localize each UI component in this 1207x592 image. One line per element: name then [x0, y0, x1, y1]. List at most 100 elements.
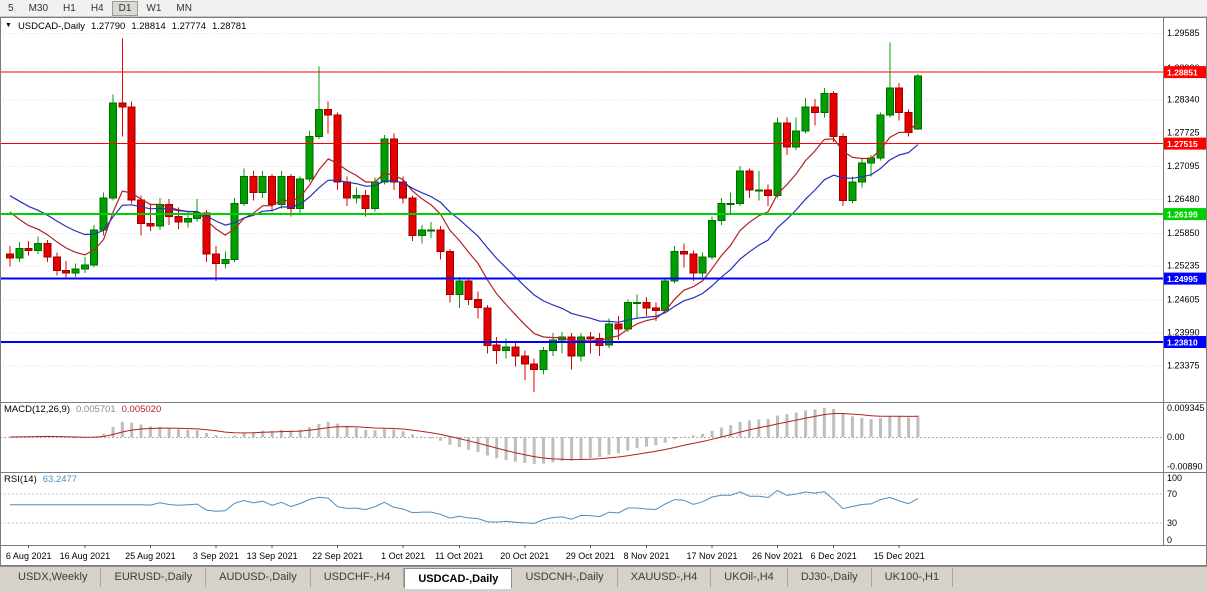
bear-candle [343, 181, 351, 199]
date-label: 17 Nov 2021 [686, 551, 737, 561]
macd-histogram-bar [289, 430, 293, 437]
bull-candle [296, 178, 305, 210]
timeframe-button-m5[interactable]: 5 [8, 2, 14, 14]
macd-histogram-bar [223, 437, 227, 438]
price-axis-label: 1.23375 [1167, 360, 1200, 370]
tab-usdx-weekly[interactable]: USDX,Weekly [5, 568, 102, 587]
macd-histogram-bar [916, 415, 920, 437]
tab-usdcnh-daily[interactable]: USDCNH-,Daily [512, 568, 618, 587]
bull-candle [109, 102, 117, 199]
macd-histogram-bar [570, 437, 574, 461]
macd-histogram-bar [420, 436, 424, 438]
macd-histogram-bar [850, 416, 854, 437]
chart-canvas[interactable]: 1.295851.289301.283401.277251.270951.264… [0, 17, 1207, 566]
bull-candle [736, 170, 745, 204]
date-label: 25 Aug 2021 [125, 551, 176, 561]
bear-candle [202, 212, 211, 255]
macd-histogram-bar [785, 414, 789, 437]
macd-histogram-bar [822, 407, 826, 437]
bull-candle [80, 264, 89, 270]
bear-candle [137, 199, 145, 225]
macd-histogram-bar [645, 437, 648, 447]
bear-candle [165, 203, 174, 218]
timeframe-button-h1[interactable]: H1 [63, 2, 76, 14]
price-level-badge [1164, 66, 1206, 79]
bull-candle [792, 130, 801, 148]
macd-histogram-bar [485, 437, 489, 456]
timeframe-button-h4[interactable]: H4 [90, 2, 104, 14]
timeframe-button-w1[interactable]: W1 [146, 2, 162, 14]
price-axis-label: 1.27095 [1167, 161, 1200, 171]
panel-frame [0, 17, 1207, 566]
tab-usdcad-daily[interactable]: USDCAD-,Daily [404, 568, 513, 589]
macd-histogram-bar [804, 410, 808, 437]
tab-xauusd-h4[interactable]: XAUUSD-,H4 [617, 568, 712, 587]
macd-histogram-bar [579, 437, 583, 460]
bull-candle [754, 189, 763, 192]
bear-candle [520, 355, 529, 365]
price-axis[interactable]: 1.295851.289301.283401.277251.270951.264… [1164, 28, 1206, 545]
bear-candle [614, 323, 623, 330]
price-level-badge-text: 1.26199 [1167, 210, 1198, 220]
timeframe-button-m30[interactable]: M30 [28, 2, 49, 14]
macd-histogram-bar [832, 409, 836, 437]
macd-histogram-bar [167, 427, 171, 437]
macd-histogram-bar [233, 435, 237, 437]
bear-candle [530, 363, 539, 370]
date-label: 22 Sep 2021 [312, 551, 363, 561]
bear-candle [399, 181, 408, 199]
bear-candle [782, 122, 791, 148]
tab-dj30-daily[interactable]: DJ30-,Daily [787, 568, 872, 587]
rsi-axis-label: 30 [1167, 518, 1177, 528]
price-axis-label: 1.28340 [1167, 95, 1200, 105]
macd-histogram-bar [532, 437, 536, 464]
bull-candle [380, 138, 389, 183]
tab-ukoil-h4[interactable]: UKOil-,H4 [711, 568, 788, 587]
bull-candle [548, 339, 557, 352]
macd-histogram-bar [598, 437, 602, 457]
timeframe-button-mn[interactable]: MN [176, 2, 192, 14]
bull-candle [773, 122, 782, 196]
macd-histogram-bar [738, 421, 742, 437]
bull-candle [305, 135, 314, 180]
rsi-panel [0, 489, 1163, 524]
macd-histogram-bar [551, 437, 555, 463]
bull-candle [820, 93, 829, 113]
bear-candle [511, 346, 520, 357]
bull-candle [577, 336, 585, 357]
indicator-line [10, 489, 919, 524]
macd-histogram-bar [663, 437, 667, 443]
macd-histogram-bar [401, 431, 405, 437]
macd-histogram-bar [504, 437, 508, 461]
bear-candle [567, 336, 576, 357]
bull-candle [71, 268, 80, 274]
bear-candle [52, 256, 61, 271]
macd-histogram-bar [710, 430, 714, 437]
time-axis[interactable]: 6 Aug 2021 16 Aug 2021 25 Aug 2021 3 Sep 20… [6, 545, 925, 561]
bull-candle [221, 259, 230, 264]
bull-candle [717, 202, 726, 221]
date-label: 26 Nov 2021 [752, 551, 803, 561]
macd-histogram-bar [120, 421, 124, 437]
bear-candle [436, 229, 445, 253]
chart-tab-bar: USDX,Weekly EURUSD-,Daily AUDUSD-,Daily … [0, 566, 1207, 592]
tab-usdchf-h4[interactable]: USDCHF-,H4 [310, 568, 405, 587]
bear-candle [464, 280, 473, 301]
bear-candle [764, 189, 773, 196]
bear-candle [586, 336, 595, 339]
tab-audusd-daily[interactable]: AUDUSD-,Daily [206, 568, 311, 587]
tab-uk100-h1[interactable]: UK100-,H1 [871, 568, 954, 587]
bear-candle [43, 243, 52, 258]
ma-slow-line [9, 144, 919, 323]
bear-candle [174, 216, 183, 223]
macd-histogram-bar [382, 428, 386, 437]
macd-histogram-bar [691, 435, 695, 437]
bear-candle [324, 109, 333, 116]
tab-eurusd-daily[interactable]: EURUSD-,Daily [101, 568, 207, 587]
macd-histogram-bar [364, 429, 368, 437]
macd-axis-label: -0.00890 [1167, 461, 1203, 471]
timeframe-button-d1[interactable]: D1 [111, 0, 139, 16]
macd-histogram-bar [588, 437, 592, 458]
bull-candle [708, 220, 716, 258]
bear-candle [127, 106, 136, 201]
